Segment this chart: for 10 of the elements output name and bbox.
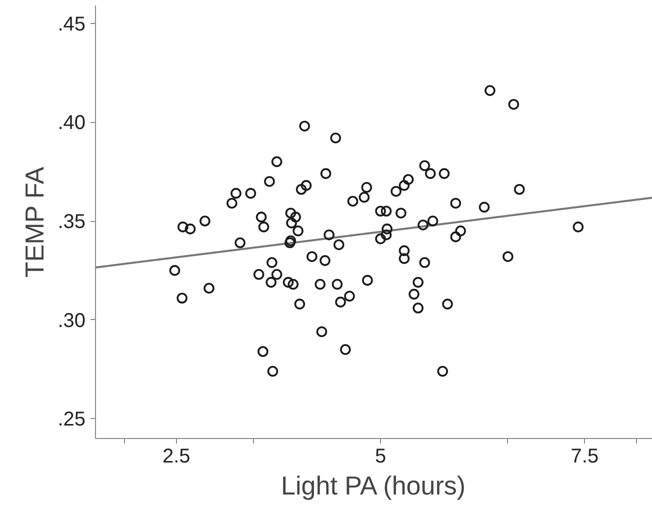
y-tick-label: .25 <box>58 408 86 431</box>
y-tick-label: .45 <box>58 13 86 36</box>
y-tick-label: .30 <box>58 310 86 332</box>
x-axis-title: Light PA (hours) <box>281 470 466 500</box>
x-tick-label: 5 <box>374 446 386 468</box>
y-tick-label: .40 <box>58 112 86 134</box>
x-tick-label: 2.5 <box>162 446 190 468</box>
x-tick-label: 7.5 <box>570 446 599 468</box>
y-tick-label: .35 <box>58 211 86 234</box>
y-axis-title: TEMP FA <box>20 166 50 278</box>
